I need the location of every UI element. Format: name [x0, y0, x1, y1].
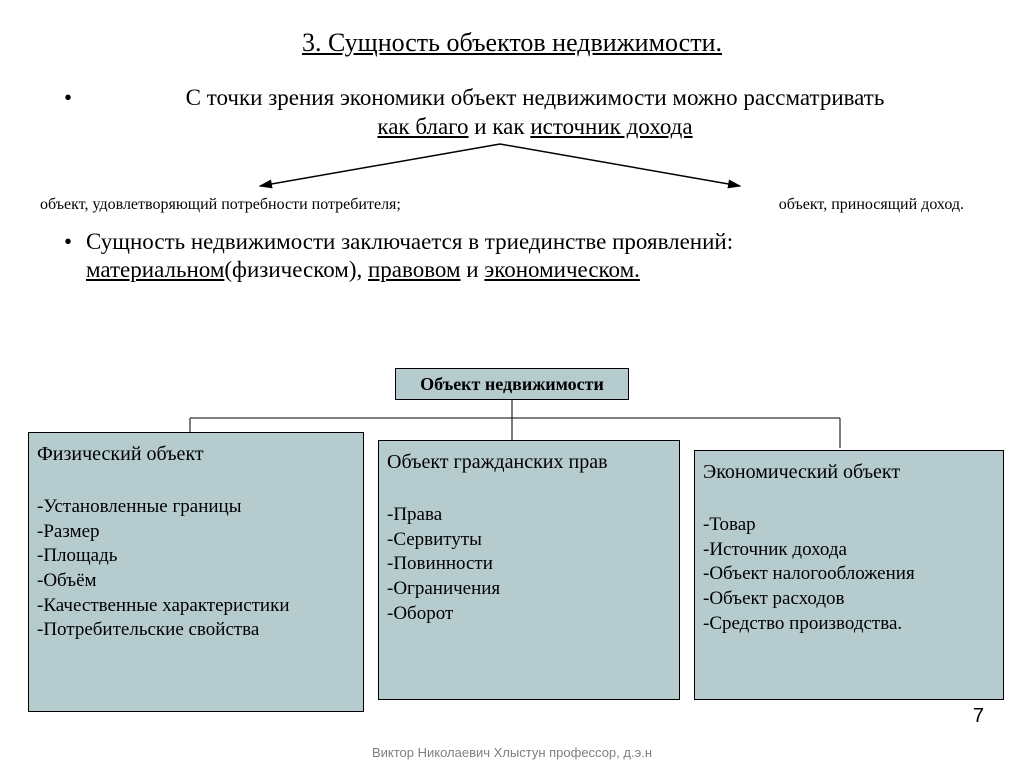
- arrow-label-left: объект, удовлетворяющий потребности потр…: [40, 196, 401, 214]
- column-item: Объект расходов: [703, 587, 995, 612]
- diagram-root-box: Объект недвижимости: [395, 368, 629, 400]
- column-item: Площадь: [37, 544, 355, 569]
- arrow-label-right: объект, приносящий доход.: [779, 196, 964, 214]
- column-physical: Физический объект Установленные границыР…: [28, 432, 364, 712]
- column-item: Средство производства.: [703, 612, 995, 637]
- bullet1-underline-a: как благо: [377, 114, 468, 139]
- bullet-marker: •: [50, 84, 86, 113]
- bullet1-underline-b: источник дохода: [530, 114, 692, 139]
- column-item: Товар: [703, 513, 995, 538]
- bullet-2: • Сущность недвижимости заключается в тр…: [50, 228, 984, 286]
- column-item: Потребительские свойства: [37, 618, 355, 643]
- top-arrows: [0, 142, 1024, 192]
- column-header: Физический объект: [37, 437, 355, 475]
- column-item: Качественные характеристики: [37, 594, 355, 619]
- column-item: Установленные границы: [37, 495, 355, 520]
- column-items: Установленные границыРазмерПлощадьОбъёмК…: [37, 495, 355, 643]
- bullet2-a: материальном: [86, 257, 224, 282]
- column-item: Размер: [37, 520, 355, 545]
- column-header: Объект гражданских прав: [387, 445, 671, 483]
- column-item: Оборот: [387, 602, 671, 627]
- column-item: Объект налогообложения: [703, 562, 995, 587]
- bullet2-prefix: Сущность недвижимости заключается в трие…: [86, 229, 733, 254]
- bullet2-b: правовом: [368, 257, 461, 282]
- bullet-marker: •: [50, 228, 86, 257]
- bullet2-c: экономическом.: [484, 257, 640, 282]
- arrow-labels: объект, удовлетворяющий потребности потр…: [0, 196, 1024, 214]
- column-economic: Экономический объект ТоварИсточник доход…: [694, 450, 1004, 700]
- column-items: ТоварИсточник доходаОбъект налогообложен…: [703, 513, 995, 636]
- bullet-1: • С точки зрения экономики объект недвиж…: [50, 84, 984, 142]
- bullet1-mid: и как: [469, 114, 531, 139]
- column-item: Повинности: [387, 552, 671, 577]
- column-items: ПраваСервитутыПовинностиОграниченияОборо…: [387, 503, 671, 626]
- bullet2-paren: (физическом),: [224, 257, 368, 282]
- page-number: 7: [973, 705, 984, 728]
- column-item: Источник дохода: [703, 538, 995, 563]
- column-header: Экономический объект: [703, 455, 995, 493]
- footer-author: Виктор Николаевич Хлыстун профессор, д.э…: [0, 745, 1024, 760]
- column-item: Сервитуты: [387, 528, 671, 553]
- page-title: 3. Сущность объектов недвижимости.: [0, 0, 1024, 58]
- bullet2-and: и: [461, 257, 485, 282]
- diagram-columns: Физический объект Установленные границыР…: [28, 432, 1008, 712]
- column-item: Права: [387, 503, 671, 528]
- column-legal: Объект гражданских прав ПраваСервитутыПо…: [378, 440, 680, 700]
- column-item: Ограничения: [387, 577, 671, 602]
- column-item: Объём: [37, 569, 355, 594]
- bullet1-text: С точки зрения экономики объект недвижим…: [186, 85, 885, 110]
